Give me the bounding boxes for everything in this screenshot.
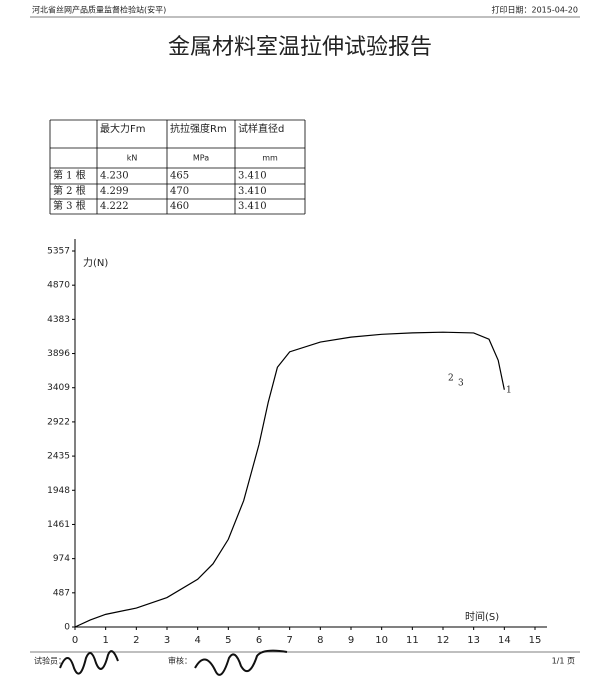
y-tick-label: 3896	[47, 349, 70, 359]
column-unit: mm	[262, 154, 278, 163]
x-tick-label: 7	[286, 635, 292, 646]
x-axis-label: 时间(S)	[465, 610, 499, 623]
x-tick-label: 11	[406, 635, 419, 646]
y-tick-label: 3409	[47, 383, 70, 393]
y-tick-label: 487	[53, 588, 70, 598]
y-axis-label: 力(N)	[83, 256, 108, 269]
title: 金属材料室温拉伸试验报告	[168, 35, 432, 60]
table-cell: 第 3 根	[53, 199, 86, 212]
y-tick-label: 5357	[47, 247, 70, 257]
x-tick-label: 6	[256, 635, 262, 646]
column-unit: kN	[127, 154, 138, 163]
table-cell: 460	[170, 201, 189, 212]
table-cell: 465	[170, 171, 189, 182]
page-number: 1/1 页	[552, 657, 575, 666]
x-tick-label: 15	[529, 635, 542, 646]
y-tick-label: 4383	[47, 315, 70, 325]
table-cell: 3.410	[238, 171, 267, 182]
x-tick-label: 8	[317, 635, 323, 646]
x-tick-label: 5	[225, 635, 231, 646]
y-tick-label: 974	[53, 554, 70, 564]
y-tick-label: 2435	[47, 452, 70, 462]
column-header: 试样直径d	[238, 122, 284, 135]
y-tick-label: 1948	[47, 486, 70, 496]
reviewer: 审核：	[168, 656, 192, 666]
signature	[59, 650, 119, 675]
y-tick-label: 2922	[47, 417, 70, 427]
org: 河北省丝网产品质量监督检验站(安平)	[32, 5, 166, 15]
x-tick-label: 4	[194, 635, 200, 646]
x-tick-label: 2	[133, 635, 139, 646]
column-header: 最大力Fm	[100, 122, 146, 135]
table-cell: 4.299	[100, 186, 129, 197]
table-cell: 3.410	[238, 201, 267, 212]
y-tick-label: 4870	[47, 281, 70, 291]
table-cell: 4.222	[100, 201, 129, 212]
table-cell: 第 2 根	[53, 184, 86, 197]
table-cell: 3.410	[238, 186, 267, 197]
x-tick-label: 10	[375, 635, 388, 646]
force-curve	[74, 331, 505, 628]
column-unit: MPa	[193, 154, 209, 163]
x-tick-label: 1	[102, 635, 108, 646]
y-tick-label: 0	[64, 623, 70, 633]
x-tick-label: 12	[437, 635, 450, 646]
x-tick-label: 14	[498, 635, 511, 646]
tester: 试验员：	[34, 656, 66, 666]
signature	[194, 649, 288, 676]
table-cell: 第 1 根	[53, 169, 86, 182]
curve-label: 2	[448, 374, 454, 384]
column-header: 抗拉强度Rm	[170, 122, 227, 135]
y-tick-label: 1461	[47, 520, 70, 530]
x-tick-label: 9	[348, 635, 354, 646]
table-cell: 4.230	[100, 171, 129, 182]
table-cell: 470	[170, 186, 189, 197]
curve-label: 3	[458, 379, 464, 389]
x-tick-label: 13	[467, 635, 480, 646]
print-date: 打印日期：2015-04-20	[492, 5, 579, 15]
x-tick-label: 0	[72, 635, 78, 646]
curve-label: 1	[506, 386, 512, 396]
x-tick-label: 3	[164, 635, 170, 646]
